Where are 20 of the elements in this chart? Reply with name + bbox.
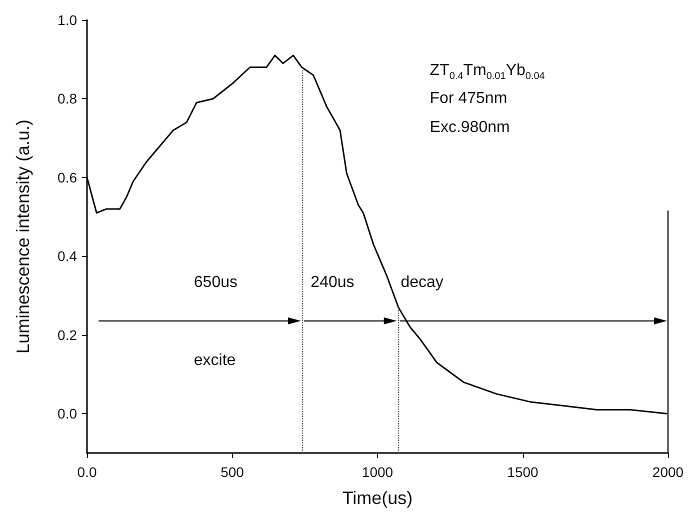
x-tick-label: 2000 xyxy=(652,464,684,480)
x-axis-title: Time(us) xyxy=(342,488,413,508)
annotation: decay xyxy=(400,274,444,292)
y-axis-title: Luminescence intensity (a.u.) xyxy=(13,119,33,354)
annotation: excite xyxy=(194,352,236,370)
y-tick-label: 0.6 xyxy=(58,169,78,186)
x-tick-label: 0.0 xyxy=(77,464,97,480)
annotation: ZT$_{0.4}$Tm$_{0.01}$Yb$_{0.04}$ xyxy=(430,62,545,82)
y-tick-label: 1.0 xyxy=(58,12,78,28)
y-tick-label: 0.4 xyxy=(58,248,78,264)
x-tick-label: 1500 xyxy=(507,464,539,480)
annotation: 240us xyxy=(310,274,354,292)
annotation: Exc.980nm xyxy=(430,118,510,136)
y-tick-label: 0.0 xyxy=(58,406,78,422)
annotation: For 475nm xyxy=(430,90,508,108)
annotation: 650us xyxy=(194,274,238,292)
y-tick-label: 0.2 xyxy=(58,326,78,343)
y-tick-label: 0.8 xyxy=(58,90,78,107)
x-tick-label: 500 xyxy=(220,464,244,480)
x-tick-label: 1000 xyxy=(362,464,394,480)
